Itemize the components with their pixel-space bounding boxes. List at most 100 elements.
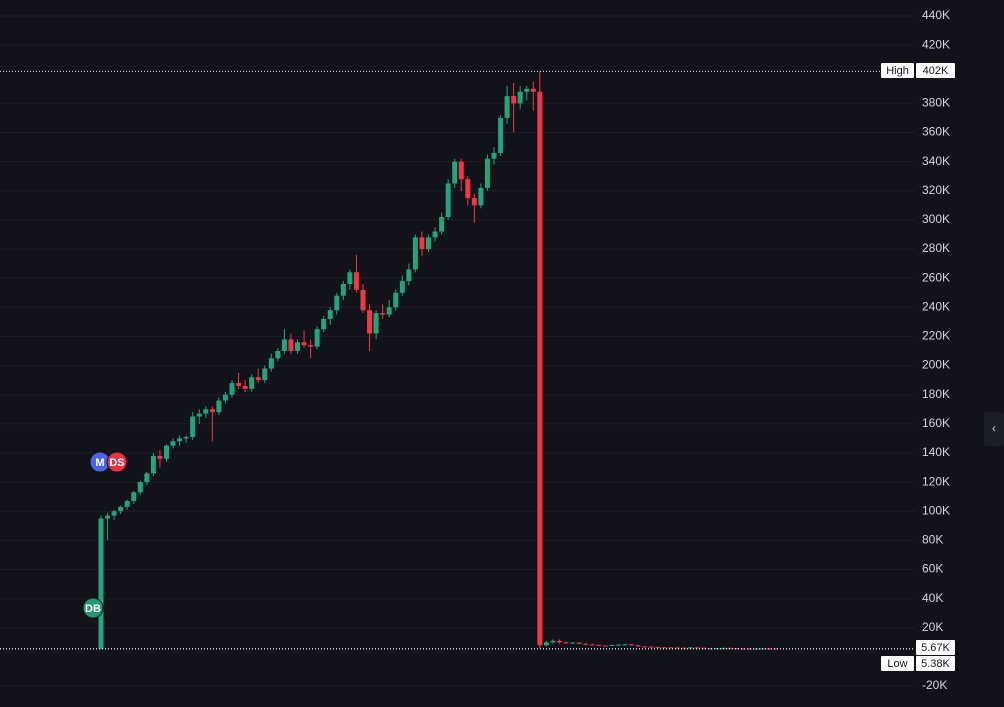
y-tick-label: 260K	[922, 270, 950, 284]
candle-body	[249, 377, 255, 389]
candle-body	[229, 383, 235, 395]
candle-body	[609, 644, 615, 646]
candle-body	[222, 394, 228, 401]
candle-body	[367, 310, 373, 334]
candle-body	[105, 515, 111, 519]
candle-body	[583, 643, 589, 645]
candle-body	[694, 647, 700, 649]
y-tick-label: 300K	[922, 212, 950, 226]
candle-body	[701, 647, 707, 649]
candle-body	[373, 313, 379, 334]
candle-body	[602, 645, 608, 647]
candle-body	[262, 368, 268, 381]
y-tick-label: -20K	[922, 678, 947, 692]
candle-body	[688, 647, 693, 649]
candle-body	[458, 161, 464, 180]
candle-body	[432, 231, 438, 238]
candle-body	[537, 91, 543, 646]
candle-body	[98, 518, 104, 649]
candle-body	[773, 648, 779, 650]
candle-body	[334, 295, 340, 311]
y-tick-label: 80K	[922, 533, 943, 547]
candle-body	[714, 648, 720, 650]
y-tick-label: 160K	[922, 416, 950, 430]
candle-body	[550, 640, 556, 643]
candle-body	[629, 644, 635, 646]
candle-body	[406, 269, 412, 282]
y-tick-label: 440K	[922, 8, 950, 22]
price-name: High	[886, 65, 909, 77]
collapse-button[interactable]	[984, 412, 1004, 446]
candle-body	[399, 281, 405, 293]
candle-body	[347, 272, 353, 284]
y-tick-label: 40K	[922, 591, 943, 605]
collapse-icon[interactable]: ‹	[992, 421, 996, 435]
candle-body	[275, 351, 281, 359]
candle-body	[137, 482, 143, 493]
candle-body	[445, 183, 451, 217]
y-tick-label: 120K	[922, 474, 950, 488]
y-tick-label: 180K	[922, 387, 950, 401]
marker	[82, 597, 104, 619]
y-tick-label: 320K	[922, 183, 950, 197]
price-label-box	[916, 63, 955, 78]
candle-body	[596, 644, 602, 646]
candle-body	[327, 310, 333, 319]
candle-body	[157, 455, 163, 459]
candle-body	[203, 409, 209, 414]
candle-body	[766, 648, 772, 650]
price-label: 5.38K	[921, 658, 950, 670]
candle-body	[661, 647, 667, 649]
y-tick-label: 380K	[922, 96, 950, 110]
price-label: 5.67K	[921, 642, 950, 654]
candle-body	[668, 647, 674, 649]
y-tick-label: 20K	[922, 620, 943, 634]
candle-body	[380, 313, 386, 315]
candle-body	[707, 648, 713, 650]
candle-body	[524, 88, 530, 92]
candle-body	[648, 646, 654, 648]
candle-body	[622, 644, 628, 646]
candle-body	[111, 511, 117, 516]
candle-body	[196, 413, 202, 417]
candle-body	[504, 96, 510, 118]
candle-body	[209, 409, 215, 413]
candle-body	[295, 342, 300, 351]
candle-body	[288, 339, 294, 351]
y-tick-label: 60K	[922, 562, 943, 576]
candle-body	[635, 645, 641, 647]
price-label-box	[916, 640, 955, 655]
price-name-box	[881, 63, 914, 78]
candle-body	[183, 436, 189, 439]
candle-body	[314, 329, 320, 347]
price-label-box	[916, 656, 955, 671]
candle-body	[353, 272, 359, 290]
y-tick-label: 360K	[922, 125, 950, 139]
candle-body	[740, 648, 746, 650]
candle-body	[543, 642, 549, 646]
y-tick-label: 240K	[922, 299, 950, 313]
candle-body	[511, 96, 517, 104]
price-name: Low	[887, 658, 907, 670]
marker-label: M	[95, 457, 104, 469]
candle-body	[412, 237, 418, 270]
y-tick-label: 420K	[922, 37, 950, 51]
candle-body	[170, 441, 176, 446]
y-tick-label: 140K	[922, 445, 950, 459]
candle-body	[131, 492, 137, 502]
candle-body	[674, 647, 680, 649]
candle-body	[360, 289, 366, 311]
candle-body	[301, 342, 307, 346]
candle-body	[281, 339, 287, 351]
price-label: 402K	[923, 65, 949, 77]
candle-body	[386, 307, 392, 315]
candle-body	[642, 646, 648, 648]
y-tick-label: 340K	[922, 154, 950, 168]
y-tick-label: 280K	[922, 241, 950, 255]
price-name-box	[881, 656, 914, 671]
candle-body	[484, 158, 490, 188]
candle-body	[491, 152, 497, 159]
candle-body	[681, 647, 687, 649]
candle-body	[308, 345, 314, 347]
